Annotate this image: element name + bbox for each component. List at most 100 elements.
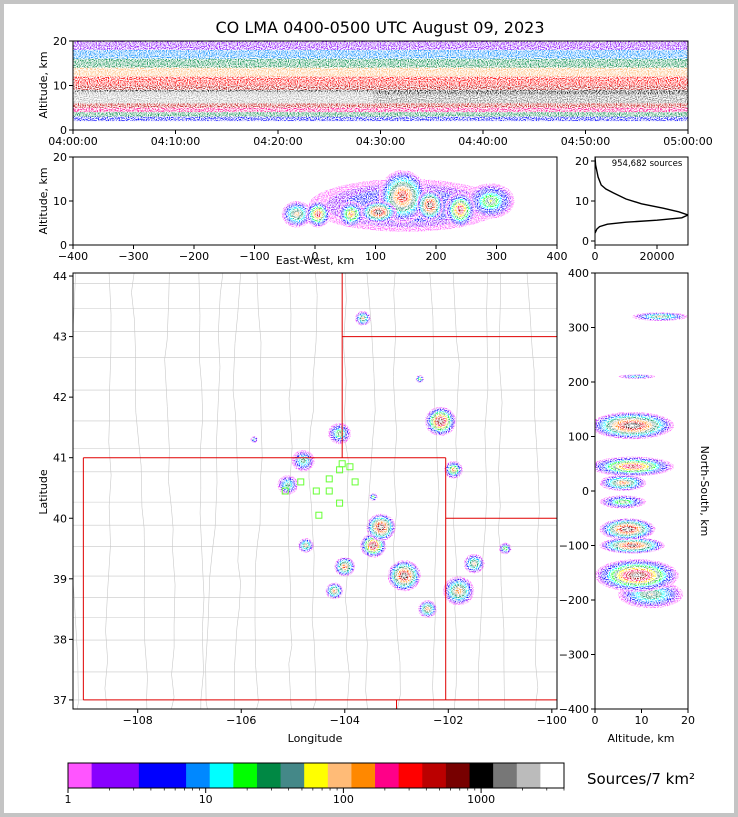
time-height-band [73, 94, 688, 104]
county-line [288, 398, 293, 447]
county-line [436, 464, 440, 493]
county-line [260, 342, 262, 381]
histogram-x-tick-label: 20000 [640, 250, 675, 263]
north-south-cell [621, 482, 625, 484]
county-line [313, 554, 315, 588]
county-line [209, 551, 213, 578]
county-line [200, 671, 204, 701]
plan-view-cell [457, 590, 460, 592]
county-line [372, 410, 376, 441]
county-line [538, 478, 540, 512]
colorbar-swatch [280, 763, 305, 788]
county-line [364, 583, 367, 619]
plan-view-cell [403, 574, 406, 577]
lma-stations [281, 460, 359, 519]
plan-view-x-label: Longitude [288, 732, 343, 745]
county-line [259, 476, 261, 525]
county-line [141, 507, 145, 528]
time-height-x-tick-label: 04:40:00 [458, 135, 507, 148]
county-line [503, 665, 505, 709]
county-line [499, 369, 503, 403]
north-south-cell [630, 544, 634, 547]
north-south-x-ticks: 0 10 20 [592, 709, 695, 727]
plan-view-cell [419, 378, 421, 380]
colorbar-swatch [209, 763, 234, 788]
county-line [311, 587, 314, 620]
county-line [367, 477, 371, 515]
county-line [205, 624, 209, 666]
state-boundaries [82, 273, 557, 709]
plan-view-cell [338, 432, 341, 435]
colorbar-tick-label: 1000 [467, 793, 495, 806]
county-line [164, 359, 168, 407]
county-line [219, 273, 224, 295]
county-line [172, 547, 176, 585]
county-line [432, 687, 435, 709]
time-height-x-tick-label: 04:30:00 [356, 135, 405, 148]
county-line [237, 273, 241, 314]
colorbar-tick-label: 10 [199, 793, 213, 806]
county-line [345, 443, 349, 463]
county-line [68, 421, 69, 456]
county-line [73, 273, 76, 309]
county-line [218, 367, 221, 398]
plan-view-cell [473, 562, 475, 565]
county-line [234, 627, 238, 666]
county-line [75, 631, 79, 661]
east-west-y-label: Altitude, km [37, 167, 50, 234]
east-west-x-tick-label: 100 [365, 250, 386, 263]
histogram-x-tick-label: 0 [592, 250, 599, 263]
time-height-band [73, 58, 688, 68]
county-line [207, 577, 210, 626]
county-line [134, 319, 136, 353]
county-line [393, 432, 398, 473]
colorbar-swatch [186, 763, 211, 788]
county-line [396, 634, 401, 663]
colorbar-swatch [91, 763, 116, 788]
time-height-y-tick-label: 0 [60, 124, 67, 137]
station-marker [325, 475, 333, 483]
east-west-x-tick-label: −300 [118, 250, 148, 263]
county-line [164, 339, 168, 360]
county-line [393, 292, 396, 334]
time-height-band [73, 85, 688, 90]
north-south-y-ticks: −400 −300 −200 −100 0 100 200 300 400 [559, 267, 595, 716]
colorbar-swatch [162, 763, 187, 788]
plan-view-x-ticks: −108 −106 −104 −102 −100 [123, 709, 567, 727]
station-marker [315, 511, 323, 519]
plan-view-x-tick-label: −102 [433, 714, 463, 727]
plan-view-x-tick-label: −106 [226, 714, 256, 727]
station-marker [346, 463, 354, 471]
county-line [500, 585, 505, 630]
figure-frame: CO LMA 0400-0500 UTC August 09, 2023 04:… [4, 4, 734, 813]
county-line [214, 482, 218, 529]
east-west-cell [295, 213, 298, 216]
colorbar-swatch [68, 763, 93, 788]
county-line [433, 610, 436, 655]
chart-title: CO LMA 0400-0500 UTC August 09, 2023 [215, 18, 544, 37]
east-west-y-tick-label: 0 [60, 239, 67, 252]
county-line [239, 582, 241, 608]
north-south-cell [630, 424, 635, 427]
plan-view-background [73, 273, 557, 709]
north-south-cell [630, 465, 635, 468]
time-height-x-tick-label: 05:00:00 [663, 135, 712, 148]
east-west-x-tick-label: 400 [547, 250, 568, 263]
plan-view-cell [439, 420, 442, 423]
plan-view-cell [426, 608, 429, 610]
county-line [452, 500, 456, 520]
county-line [480, 584, 483, 615]
county-line [105, 591, 108, 632]
county-line [172, 528, 174, 548]
county-line [216, 397, 219, 445]
county-line [454, 308, 457, 342]
north-south-x-label: Altitude, km [607, 732, 674, 745]
colorbar-ticks: 1 10 100 1000 [65, 788, 565, 806]
county-line [168, 450, 170, 482]
county-line [531, 347, 535, 371]
county-line [166, 406, 170, 451]
east-west-x-tick-label: −100 [239, 250, 269, 263]
colorbar-swatch [256, 763, 282, 788]
county-line [315, 295, 318, 342]
time-height-x-tick-label: 04:50:00 [561, 135, 610, 148]
